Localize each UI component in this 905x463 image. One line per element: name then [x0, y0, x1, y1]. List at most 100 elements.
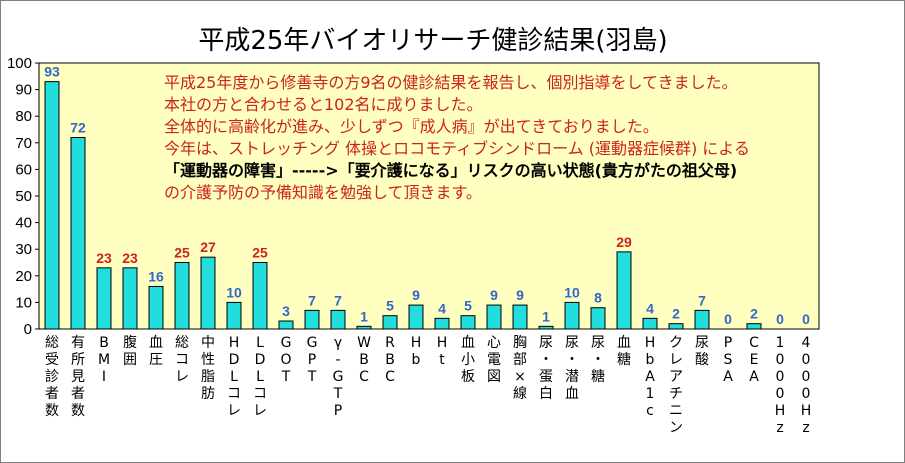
- data-label: 27: [200, 239, 216, 255]
- x-tick-label: 血小板: [461, 335, 475, 385]
- y-tick-label: 50: [15, 188, 32, 205]
- y-tick-label: 90: [15, 82, 32, 99]
- annotation-line: の介護予防の予備知識を勉強して頂きます。: [164, 183, 482, 202]
- data-label: 7: [308, 292, 316, 308]
- bar: [304, 309, 320, 330]
- y-tick-label: 80: [15, 108, 32, 125]
- y-tick-label: 100: [7, 55, 32, 72]
- x-tick-label: H D L コレ: [227, 335, 241, 419]
- data-label: 1: [542, 308, 550, 324]
- data-label: 5: [386, 298, 394, 314]
- bar-series: [44, 81, 762, 330]
- bar: [330, 309, 346, 330]
- x-tick-label: 胸部×線: [513, 335, 527, 402]
- annotation-line: 平成25年度から修善寺の方9名の健診結果を報告し、個別指導をしてきました。: [164, 73, 738, 92]
- bar: [382, 315, 398, 330]
- x-tick-label: クレアチニン: [669, 335, 683, 436]
- y-tick-label: 60: [15, 161, 32, 178]
- x-tick-label: γ -G T P: [333, 335, 344, 419]
- data-label: 7: [698, 292, 706, 308]
- chart-title: 平成25年バイオリサーチ健診結果(羽島): [198, 26, 667, 56]
- bar: [44, 81, 60, 330]
- data-label: 2: [672, 306, 680, 322]
- data-label: 3: [282, 303, 290, 319]
- bar: [694, 309, 710, 330]
- bar: [200, 256, 216, 330]
- bar: [512, 304, 528, 330]
- data-label: 16: [148, 268, 164, 284]
- bar: [668, 323, 684, 330]
- plot-area: [38, 62, 820, 330]
- annotation-line: 全体的に高齢化が進み、少しずつ『成人病』が出てきておりました。: [164, 117, 659, 136]
- data-label: 9: [516, 287, 524, 303]
- data-label: 2: [750, 306, 758, 322]
- y-tick-label: 40: [15, 215, 32, 232]
- bar: [538, 325, 554, 330]
- data-label: 25: [174, 245, 190, 261]
- x-tick-label: 総受診者数: [45, 335, 59, 419]
- data-label: 10: [226, 284, 242, 300]
- annotation-line: 今年は、ストレッチング 体操とロコモティブシンドローム (運動器症候群) による: [164, 139, 750, 158]
- bar: [642, 317, 658, 330]
- y-tick-label: 10: [15, 294, 32, 311]
- data-label: 23: [96, 250, 112, 266]
- y-tick-label: 70: [15, 135, 32, 152]
- x-tick-label: 腹囲: [123, 334, 137, 368]
- y-axis: 0 10 20 30 40 50 60 70 80 90 100: [7, 55, 39, 338]
- bar: [746, 323, 762, 330]
- bar: [356, 325, 372, 330]
- y-tick-label: 30: [15, 241, 32, 258]
- bar: [122, 267, 138, 330]
- data-label: 5: [464, 298, 472, 314]
- annotation-line: 本社の方と合わせると102名に成りました。: [164, 95, 483, 114]
- x-tick-label: 血圧: [149, 335, 163, 368]
- x-tick-label: 尿・潜血: [565, 335, 579, 402]
- bar: [434, 317, 450, 330]
- y-tick-label: 0: [24, 321, 32, 338]
- x-tick-label: 総コレ: [175, 335, 189, 385]
- data-label: 9: [490, 287, 498, 303]
- x-tick-label: 有所見者数: [71, 335, 85, 419]
- x-tick-label: 中性脂肪: [201, 335, 215, 402]
- annotation-text-block: 平成25年度から修善寺の方9名の健診結果を報告し、個別指導をしてきました。本社の…: [164, 73, 750, 202]
- x-tick-label: 尿酸: [695, 335, 709, 368]
- bar: [486, 304, 502, 330]
- data-label: 72: [70, 119, 86, 135]
- x-tick-label: 心電図: [487, 335, 501, 385]
- annotation-line: 「運動器の障害」----->「要介護になる」リスクの高い状態(貴方がたの祖父母): [164, 161, 737, 180]
- data-label: 23: [122, 250, 138, 266]
- data-label: 4: [438, 300, 446, 316]
- data-label: 0: [776, 311, 784, 327]
- x-tick-label: 尿・蛋白: [539, 335, 553, 402]
- data-label: 10: [564, 284, 580, 300]
- bar: [460, 315, 476, 330]
- data-label: 9: [412, 287, 420, 303]
- x-tick-label: 尿・糖: [591, 335, 605, 385]
- bar: [174, 262, 190, 330]
- data-label: 0: [724, 311, 732, 327]
- data-label: 93: [44, 64, 60, 80]
- bar: [96, 267, 112, 330]
- x-tick-label: L D L コレ: [253, 335, 267, 419]
- data-label: 4: [646, 300, 654, 316]
- bar: [616, 251, 632, 330]
- bar: [564, 301, 580, 330]
- bar: [590, 307, 606, 330]
- bar: [408, 304, 424, 330]
